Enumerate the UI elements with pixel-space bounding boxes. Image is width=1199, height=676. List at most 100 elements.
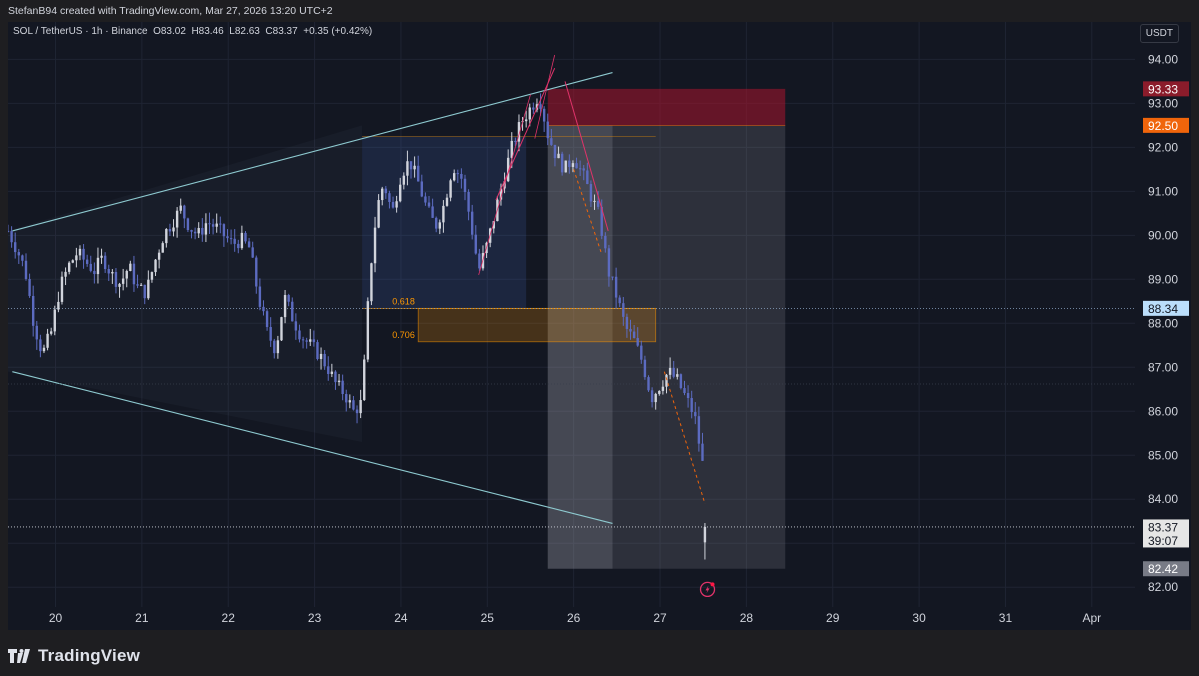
candle-body bbox=[672, 367, 675, 377]
candle-body bbox=[17, 252, 20, 256]
x-tick-label: Apr bbox=[1082, 611, 1101, 625]
candle-body bbox=[586, 170, 589, 185]
candle-body bbox=[46, 333, 49, 348]
candle-body bbox=[546, 121, 549, 139]
candle-body bbox=[352, 400, 355, 410]
chart-area[interactable]: 0.6180.70682.0083.0084.0085.0086.0087.00… bbox=[8, 22, 1191, 630]
y-tick-label: 88.00 bbox=[1148, 316, 1178, 330]
candle-body bbox=[118, 283, 121, 287]
pattern-fill-left bbox=[8, 125, 363, 443]
candle-body bbox=[93, 270, 96, 275]
tradingview-logo[interactable]: TradingView bbox=[8, 646, 140, 666]
candle-body bbox=[560, 153, 564, 173]
chart-credit: StefanB94 created with TradingView.com, … bbox=[0, 0, 1199, 22]
candle-body bbox=[506, 157, 510, 182]
candle-body bbox=[668, 367, 672, 375]
candle-body bbox=[355, 409, 359, 414]
candle-body bbox=[363, 359, 366, 401]
candle-body bbox=[60, 276, 64, 302]
candle-body bbox=[388, 193, 391, 203]
candle-body bbox=[136, 284, 139, 286]
take-profit-highlight bbox=[547, 125, 613, 569]
candle-body bbox=[172, 227, 175, 232]
candle-body bbox=[463, 178, 467, 192]
candle-body bbox=[474, 234, 477, 254]
candle-body bbox=[366, 301, 370, 360]
price-chart[interactable]: 0.6180.70682.0083.0084.0085.0086.0087.00… bbox=[8, 22, 1191, 630]
candle-body bbox=[186, 218, 190, 231]
candle-body bbox=[413, 165, 416, 170]
candle-body bbox=[31, 295, 35, 326]
candle-body bbox=[179, 205, 182, 211]
candle-body bbox=[607, 248, 611, 277]
red-trendline-up-2 bbox=[478, 94, 531, 276]
tradingview-brand: TradingView bbox=[38, 646, 141, 665]
candle-body bbox=[312, 339, 316, 343]
fib-label: 0.706 bbox=[392, 330, 415, 340]
candle-body bbox=[571, 163, 575, 167]
candle-body bbox=[517, 122, 521, 142]
candle-body bbox=[111, 271, 114, 274]
candle-body bbox=[575, 163, 578, 169]
y-tick-label: 90.00 bbox=[1148, 228, 1178, 242]
candle-body bbox=[658, 390, 661, 394]
candle-body bbox=[539, 104, 542, 109]
candle-body bbox=[175, 210, 179, 228]
candle-body bbox=[129, 263, 132, 271]
open-value: O83.02 bbox=[153, 26, 186, 37]
candle-body bbox=[78, 248, 82, 256]
candle-body bbox=[557, 153, 560, 159]
candle-body bbox=[211, 224, 215, 227]
y-tick-label: 91.00 bbox=[1148, 184, 1178, 198]
candle-body bbox=[568, 160, 571, 167]
candle-body bbox=[647, 377, 650, 391]
candle-body bbox=[604, 235, 607, 249]
candle-body bbox=[240, 232, 244, 249]
x-tick-label: 25 bbox=[481, 611, 495, 625]
candle-body bbox=[564, 160, 567, 173]
candle-body bbox=[600, 206, 603, 236]
candle-body bbox=[596, 200, 600, 207]
y-tick-label: 94.00 bbox=[1148, 52, 1178, 66]
candle-body bbox=[373, 227, 377, 264]
close-value: C83.37 bbox=[265, 26, 298, 37]
candle-body bbox=[431, 206, 434, 218]
candle-body bbox=[96, 257, 100, 275]
candle-body bbox=[42, 347, 46, 352]
candle-body bbox=[550, 138, 553, 145]
x-tick-label: 24 bbox=[394, 611, 408, 625]
candle-body bbox=[316, 342, 319, 359]
candle-body bbox=[661, 386, 665, 391]
candle-body bbox=[629, 328, 632, 332]
candle-body bbox=[165, 229, 168, 244]
candle-body bbox=[222, 224, 226, 237]
candle-body bbox=[345, 394, 348, 403]
price-label-box bbox=[1143, 300, 1189, 316]
currency-button[interactable]: USDT bbox=[1139, 24, 1179, 43]
price-label-box bbox=[1143, 561, 1189, 577]
candle-body bbox=[460, 173, 463, 179]
candle-body bbox=[377, 200, 380, 228]
candle-body bbox=[636, 338, 639, 346]
candle-body bbox=[208, 223, 211, 225]
candle-body bbox=[593, 200, 596, 202]
candle-body bbox=[197, 227, 200, 234]
candle-body bbox=[524, 119, 528, 122]
candle-body bbox=[654, 393, 657, 403]
candle-body bbox=[114, 271, 118, 287]
candle-body bbox=[679, 374, 683, 389]
time-axis bbox=[8, 607, 1135, 630]
candle-body bbox=[665, 374, 668, 387]
candle-body bbox=[28, 278, 31, 296]
candle-body bbox=[442, 205, 445, 223]
candle-body bbox=[150, 272, 154, 280]
x-tick-label: 20 bbox=[49, 611, 63, 625]
footer: TradingView bbox=[0, 630, 1199, 676]
candle-body bbox=[467, 191, 470, 212]
price-label-box bbox=[1143, 81, 1189, 97]
candle-body bbox=[258, 286, 262, 307]
candle-body bbox=[39, 339, 42, 352]
lower-trendline bbox=[12, 371, 613, 524]
candle-body bbox=[510, 140, 513, 158]
x-tick-label: 29 bbox=[826, 611, 840, 625]
